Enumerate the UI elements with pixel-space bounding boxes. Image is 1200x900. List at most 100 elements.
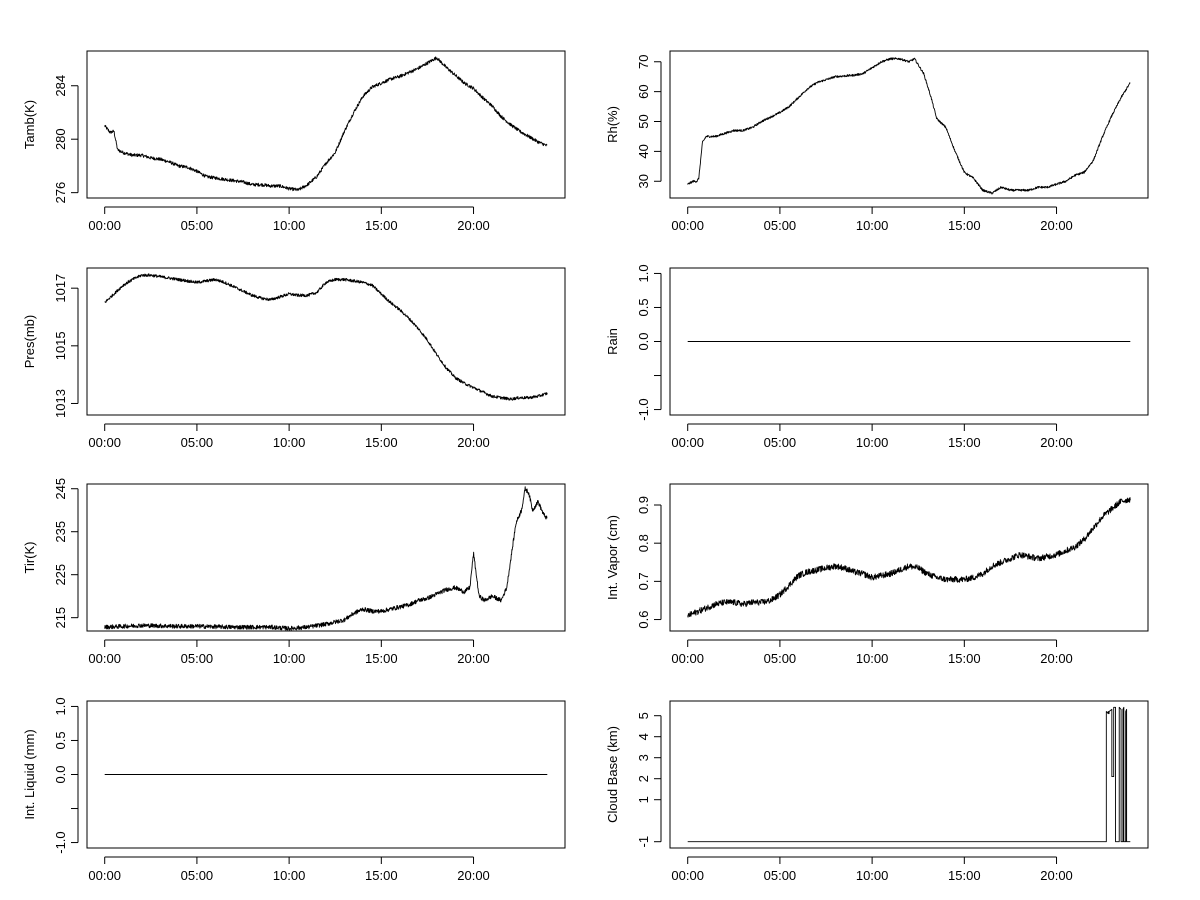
y-tick-label: 1.0 xyxy=(636,264,651,282)
x-tick-label: 10:00 xyxy=(856,868,889,883)
y-tick-label: 225 xyxy=(53,564,68,586)
data-series-line xyxy=(104,273,548,401)
x-tick-label: 00:00 xyxy=(671,868,704,883)
panel-1: 00:00 05:00 10:00 15:00 20:00 276 280 284 Tamb(K… xyxy=(22,50,566,233)
x-tick-label: 15:00 xyxy=(948,435,981,450)
plot-frame xyxy=(86,267,566,416)
y-tick-label: 30 xyxy=(636,174,651,188)
x-tick-label: 15:00 xyxy=(365,651,398,666)
y-tick-label: 284 xyxy=(53,75,68,97)
panel-2: 00:00 05:00 10:00 15:00 20:00 30 40 50 60 70 Rh(%) xyxy=(605,50,1149,233)
x-tick-label: 05:00 xyxy=(764,868,797,883)
data-series-line xyxy=(104,486,548,631)
data-series-line xyxy=(687,57,1131,195)
y-tick-label: 276 xyxy=(53,182,68,204)
x-tick-label: 20:00 xyxy=(457,651,490,666)
y-tick-label: 0.5 xyxy=(53,731,68,749)
x-tick-label: 20:00 xyxy=(1040,435,1073,450)
y-tick-label: 1015 xyxy=(53,331,68,360)
y-tick-label: 245 xyxy=(53,478,68,500)
panel-4: 00:00 05:00 10:00 15:00 20:00 -1.0 0.0 0.5 1.0 Ra… xyxy=(605,264,1149,450)
y-tick-label: 0.5 xyxy=(636,298,651,316)
y-tick-label: 0.6 xyxy=(636,611,651,629)
x-tick-label: 00:00 xyxy=(88,218,121,233)
x-tick-label: 20:00 xyxy=(457,435,490,450)
x-tick-label: 10:00 xyxy=(856,218,889,233)
y-tick-label: 1013 xyxy=(53,389,68,418)
plot-frame xyxy=(86,483,566,632)
x-tick-label: 05:00 xyxy=(764,218,797,233)
x-tick-label: 20:00 xyxy=(1040,868,1073,883)
plot-frame xyxy=(669,483,1149,632)
y-tick-label: 60 xyxy=(636,84,651,98)
x-tick-label: 05:00 xyxy=(764,435,797,450)
data-series-line xyxy=(687,706,1131,843)
y-tick-label: 5 xyxy=(636,712,651,719)
plot-frame xyxy=(86,700,566,849)
data-series-line xyxy=(104,56,548,192)
x-tick-label: 00:00 xyxy=(88,868,121,883)
y-tick-label: 0.9 xyxy=(636,496,651,514)
plot-frame xyxy=(669,700,1149,849)
y-tick-label: 70 xyxy=(636,55,651,69)
x-tick-label: 00:00 xyxy=(88,435,121,450)
y-tick-label: 0.0 xyxy=(53,765,68,783)
x-tick-label: 05:00 xyxy=(181,218,214,233)
y-tick-label: 2 xyxy=(636,775,651,782)
x-tick-label: 00:00 xyxy=(671,435,704,450)
x-tick-label: 05:00 xyxy=(181,435,214,450)
y-tick-label: 40 xyxy=(636,144,651,158)
y-axis-title: Int. Liquid (mm) xyxy=(22,729,37,819)
x-tick-label: 00:00 xyxy=(671,651,704,666)
panel-8: 00:00 05:00 10:00 15:00 20:00 -1 1 2 3 4 5 Cloud Ba… xyxy=(605,700,1149,883)
plot-frame xyxy=(86,50,566,199)
y-tick-label: 1017 xyxy=(53,274,68,303)
y-axis-title: Pres(mb) xyxy=(22,315,37,368)
plot-frame xyxy=(669,267,1149,416)
x-tick-label: 15:00 xyxy=(365,868,398,883)
y-axis-title: Tamb(K) xyxy=(22,100,37,149)
x-tick-label: 20:00 xyxy=(1040,651,1073,666)
y-axis-title: Rh(%) xyxy=(605,106,620,143)
y-axis-title: Tir(K) xyxy=(22,541,37,573)
x-tick-label: 20:00 xyxy=(457,868,490,883)
x-tick-label: 15:00 xyxy=(948,651,981,666)
y-tick-label: 3 xyxy=(636,754,651,761)
panel-7: 00:00 05:00 10:00 15:00 20:00 -1.0 0.0 0.5 1.0 In… xyxy=(22,697,566,883)
y-tick-label: 0.7 xyxy=(636,572,651,590)
y-tick-label: 0.8 xyxy=(636,534,651,552)
x-tick-label: 20:00 xyxy=(1040,218,1073,233)
y-tick-label: 4 xyxy=(636,733,651,740)
panel-6: 00:00 05:00 10:00 15:00 20:00 0.6 0.7 0.8 0.9 Int… xyxy=(605,483,1149,666)
panel-3: 00:00 05:00 10:00 15:00 20:00 1013 1015 1017 Pre… xyxy=(22,267,566,450)
y-axis-title: Int. Vapor (cm) xyxy=(605,515,620,600)
x-tick-label: 10:00 xyxy=(273,218,306,233)
x-tick-label: 00:00 xyxy=(88,651,121,666)
x-tick-label: 20:00 xyxy=(457,218,490,233)
x-tick-label: 15:00 xyxy=(948,218,981,233)
y-tick-label: 235 xyxy=(53,521,68,543)
y-tick-label: 1.0 xyxy=(53,697,68,715)
x-tick-label: 05:00 xyxy=(764,651,797,666)
x-tick-label: 15:00 xyxy=(948,868,981,883)
x-tick-label: 05:00 xyxy=(181,868,214,883)
plot-frame xyxy=(669,50,1149,199)
y-tick-label: -1.0 xyxy=(53,831,68,853)
y-tick-label: -1 xyxy=(636,836,651,848)
y-tick-label: -1.0 xyxy=(636,398,651,420)
y-tick-label: 280 xyxy=(53,128,68,150)
y-tick-label: 50 xyxy=(636,114,651,128)
data-series-line xyxy=(687,497,1131,618)
y-axis-title: Cloud Base (km) xyxy=(605,726,620,823)
x-tick-label: 15:00 xyxy=(365,435,398,450)
x-tick-label: 15:00 xyxy=(365,218,398,233)
y-axis-title: Rain xyxy=(605,328,620,355)
x-tick-label: 10:00 xyxy=(856,435,889,450)
x-tick-label: 10:00 xyxy=(273,435,306,450)
y-tick-label: 215 xyxy=(53,607,68,629)
x-tick-label: 00:00 xyxy=(671,218,704,233)
x-tick-label: 10:00 xyxy=(273,651,306,666)
x-tick-label: 10:00 xyxy=(856,651,889,666)
x-tick-label: 10:00 xyxy=(273,868,306,883)
